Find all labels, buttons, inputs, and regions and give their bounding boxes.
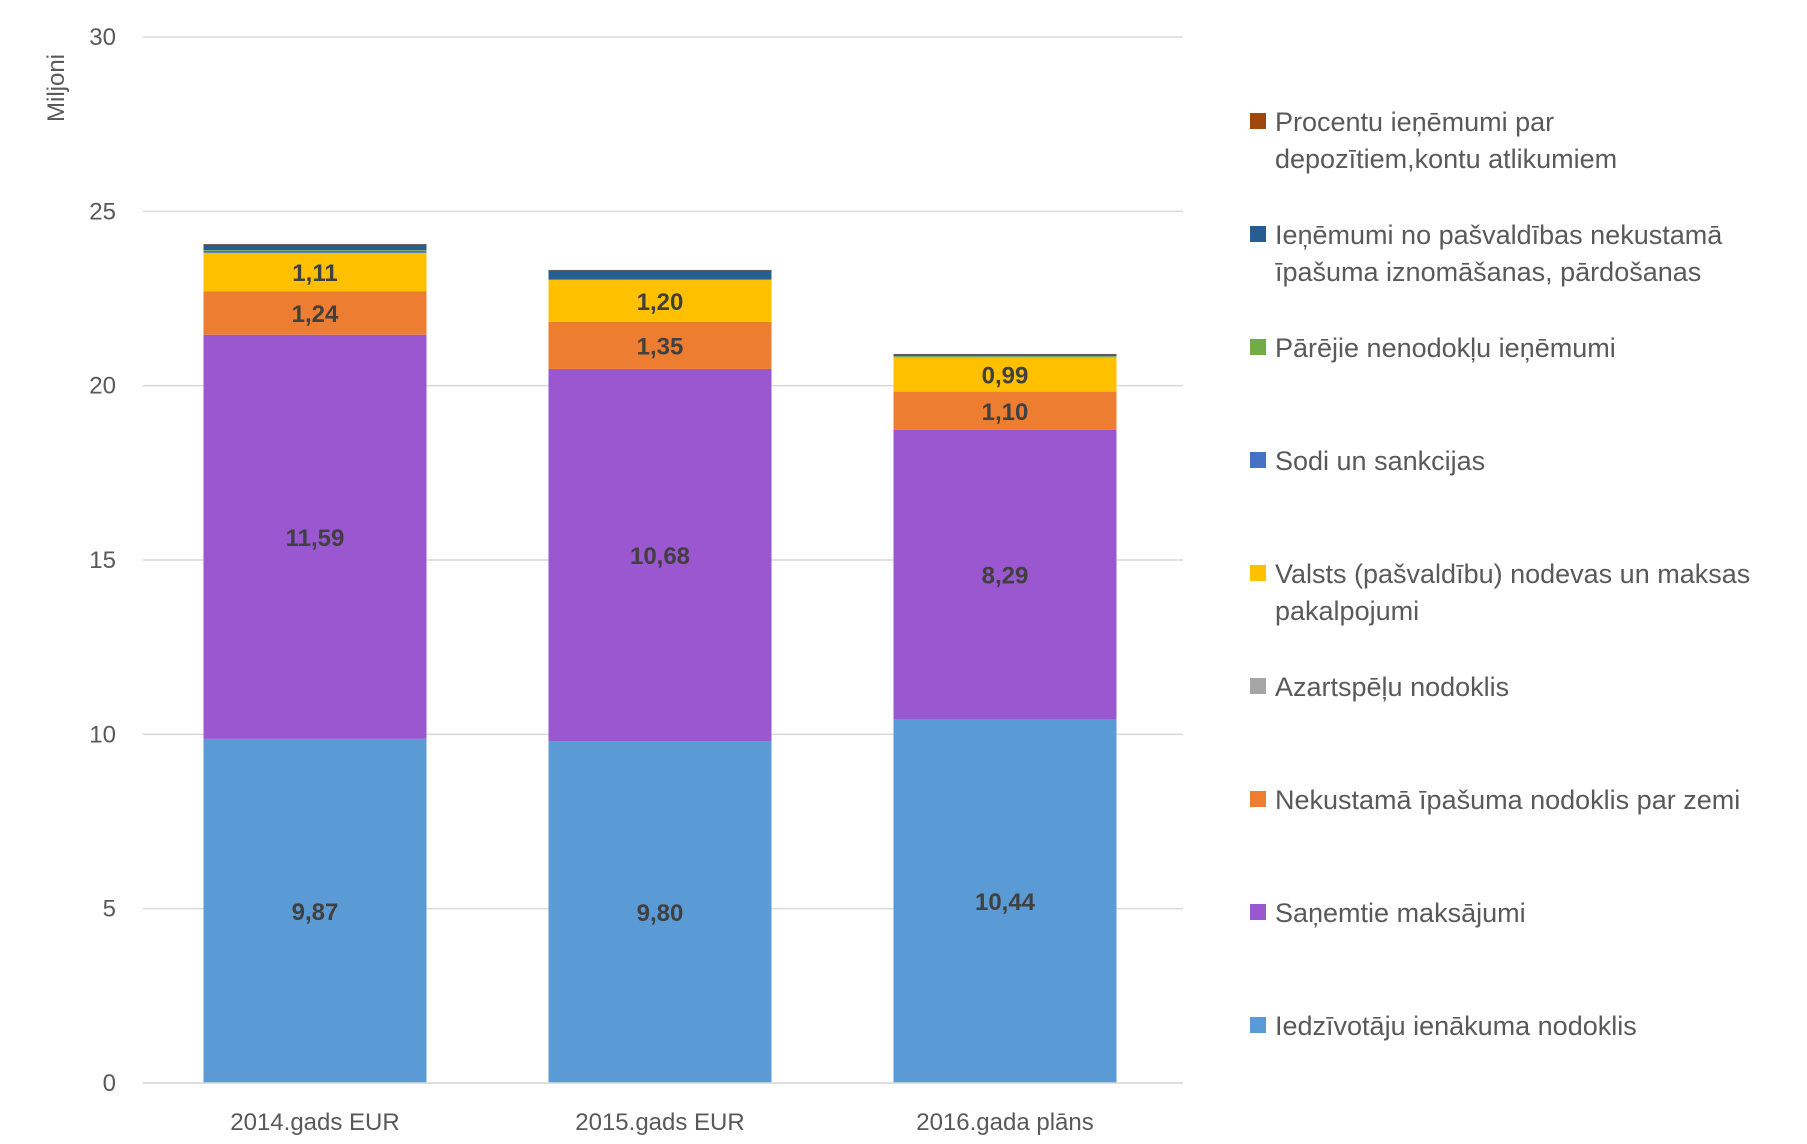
bar-segment [203, 244, 427, 251]
y-tick-label: 20 [89, 373, 116, 400]
data-label: 1,24 [292, 301, 339, 328]
data-label: 0,99 [982, 362, 1029, 389]
data-label: 10,44 [975, 889, 1036, 916]
bar-segment [548, 278, 772, 280]
legend-swatch [1250, 339, 1266, 355]
legend-label: Azartspēļu nodoklis [1275, 672, 1509, 702]
bar-segment [893, 354, 1117, 357]
bar-segment [548, 270, 772, 279]
bar-segment [893, 356, 1117, 357]
legend-label: depozītiem,kontu atlikumiem [1275, 144, 1617, 174]
x-tick-label: 2015.gads EUR [575, 1109, 744, 1136]
bar-segment [548, 269, 772, 271]
bar-segment [548, 280, 772, 322]
bar-segment [893, 429, 1117, 719]
legend-label: Ieņēmumi no pašvaldības nekustamā [1275, 220, 1723, 250]
legend-swatch [1250, 113, 1266, 129]
legend-swatch [1250, 226, 1266, 242]
y-tick-label: 15 [89, 547, 116, 574]
data-label: 11,59 [286, 525, 345, 552]
data-label: 10,68 [630, 543, 690, 570]
data-label: 1,11 [292, 260, 337, 287]
legend-swatch [1250, 791, 1266, 807]
data-label: 1,35 [637, 333, 684, 360]
bar-segment [203, 334, 427, 739]
data-labels: 9,87 11,59 1,24 1,11 9,80 10,68 1,35 1,20 10,44 8… [286, 260, 1036, 927]
legend-swatch [1250, 452, 1266, 468]
bar-segment [893, 718, 1117, 1083]
bar-segment [548, 368, 772, 742]
x-axis: 2014.gads EUR 2015.gads EUR 2016.gada plān… [143, 1082, 1183, 1136]
bar-segment [203, 250, 427, 251]
bar-segment [203, 244, 427, 245]
legend-swatch [1250, 565, 1266, 581]
legend-swatch [1250, 1017, 1266, 1033]
x-tick-label: 2016.gada plāns [916, 1109, 1094, 1136]
bar-segment [893, 353, 1117, 355]
bar-segment [203, 738, 427, 1083]
legend-label: Iedzīvotāju ienākuma nodoklis [1275, 1011, 1637, 1041]
data-label: 9,87 [292, 899, 339, 926]
bar-segment [203, 252, 427, 292]
y-tick-label: 0 [103, 1070, 116, 1097]
bar-segment [893, 357, 1117, 392]
data-label: 9,80 [637, 900, 684, 927]
legend-label: Saņemtie maksājumi [1275, 898, 1526, 928]
legend-swatch [1250, 904, 1266, 920]
legend-label: īpašuma iznomāšanas, pārdošanas [1275, 257, 1701, 287]
legend-label: pakalpojumi [1275, 596, 1419, 626]
data-label: 1,10 [982, 399, 1029, 426]
y-axis-title: Miljoni [43, 54, 70, 122]
legend-swatch [1250, 678, 1266, 694]
y-tick-label: 30 [89, 24, 116, 51]
y-tick-label: 5 [103, 896, 116, 923]
y-tick-label: 10 [89, 721, 116, 748]
data-label: 8,29 [982, 562, 1029, 589]
bar-segment [893, 356, 1117, 358]
legend-label: Procentu ieņēmumi par [1275, 107, 1554, 137]
legend-label: Pārējie nenodokļu ieņēmumi [1275, 333, 1616, 363]
y-tick-label: 25 [89, 198, 116, 225]
data-label: 1,20 [637, 289, 684, 316]
y-axis-ticks: 0 5 10 15 20 25 30 [89, 24, 116, 1097]
bar-segment [548, 741, 772, 1083]
bar-segment [893, 391, 1117, 430]
x-tick-label: 2014.gads EUR [230, 1109, 399, 1136]
bar-segment [203, 291, 427, 335]
legend: Procentu ieņēmumi par depozītiem,kontu at… [1250, 107, 1750, 1041]
legend-label: Sodi un sankcijas [1275, 446, 1485, 476]
bars [203, 244, 1117, 1083]
legend-label: Valsts (pašvaldību) nodevas un maksas [1275, 559, 1750, 589]
bar-segment [203, 250, 427, 253]
legend-label: Nekustamā īpašuma nodoklis par zemi [1275, 785, 1740, 815]
bar-segment [548, 279, 772, 281]
bar-segment [548, 321, 772, 369]
